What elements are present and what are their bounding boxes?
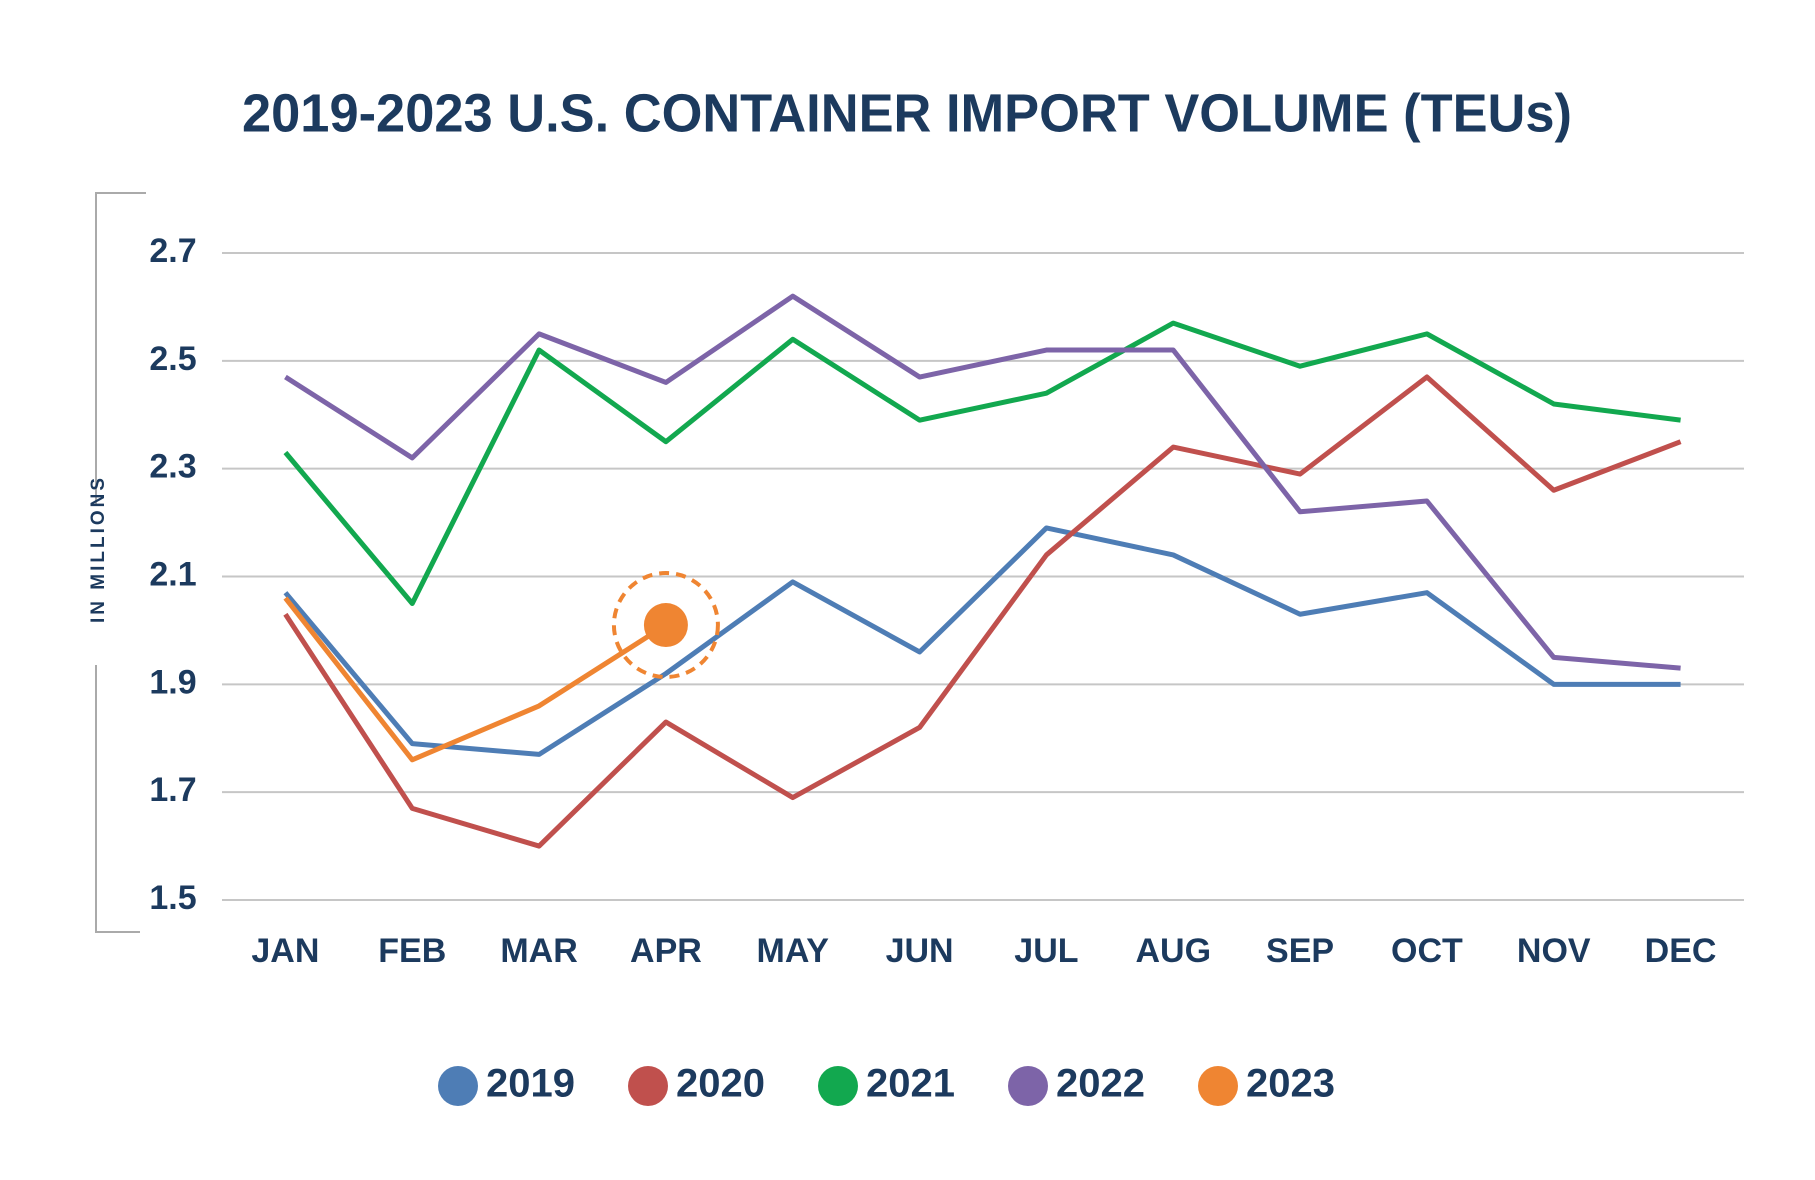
series-line — [283, 320, 1681, 606]
y-axis-label: IN MILLIONS — [88, 475, 109, 623]
y-tick-label: 2.1 — [149, 555, 196, 593]
x-tick-label: JAN — [251, 932, 319, 970]
legend-label: 2022 — [1056, 1062, 1145, 1106]
legend-label: 2020 — [676, 1062, 765, 1106]
x-tick-label: JUN — [886, 932, 954, 970]
series-line — [283, 374, 1682, 849]
x-tick-label: DEC — [1645, 932, 1717, 970]
x-tick-label: SEP — [1266, 932, 1334, 970]
x-tick-label: MAY — [757, 932, 830, 970]
legend-label: 2021 — [866, 1062, 955, 1106]
legend-swatch — [438, 1066, 478, 1106]
legend-label: 2023 — [1246, 1062, 1335, 1106]
x-tick-label: AUG — [1135, 932, 1211, 970]
x-tick-label: JUL — [1014, 932, 1078, 970]
legend-swatch — [818, 1066, 858, 1106]
y-tick-label: 1.7 — [149, 771, 196, 809]
highlight-dot — [643, 603, 688, 648]
series-line — [283, 596, 668, 763]
x-tick-label: MAR — [500, 932, 577, 970]
series-line — [284, 293, 1681, 671]
y-tick-label: 2.3 — [149, 448, 196, 486]
x-tick-label: FEB — [378, 932, 446, 970]
chart-title: 2019-2023 U.S. CONTAINER IMPORT VOLUME (… — [242, 83, 1572, 143]
series-line — [283, 525, 1681, 757]
y-tick-label: 1.5 — [149, 879, 196, 917]
x-tick-label: NOV — [1517, 932, 1591, 970]
y-tick-label: 1.9 — [149, 663, 196, 701]
axis-bracket — [95, 192, 146, 933]
legend-swatch — [1198, 1066, 1238, 1106]
legend-swatch — [1008, 1066, 1048, 1106]
x-tick-label: OCT — [1391, 932, 1463, 970]
highlight-ring — [611, 571, 720, 680]
legend-label: 2019 — [486, 1062, 575, 1106]
y-tick-label: 2.5 — [149, 340, 196, 378]
legend-swatch — [628, 1066, 668, 1106]
y-tick-label: 2.7 — [149, 232, 196, 270]
x-tick-label: APR — [630, 932, 702, 970]
